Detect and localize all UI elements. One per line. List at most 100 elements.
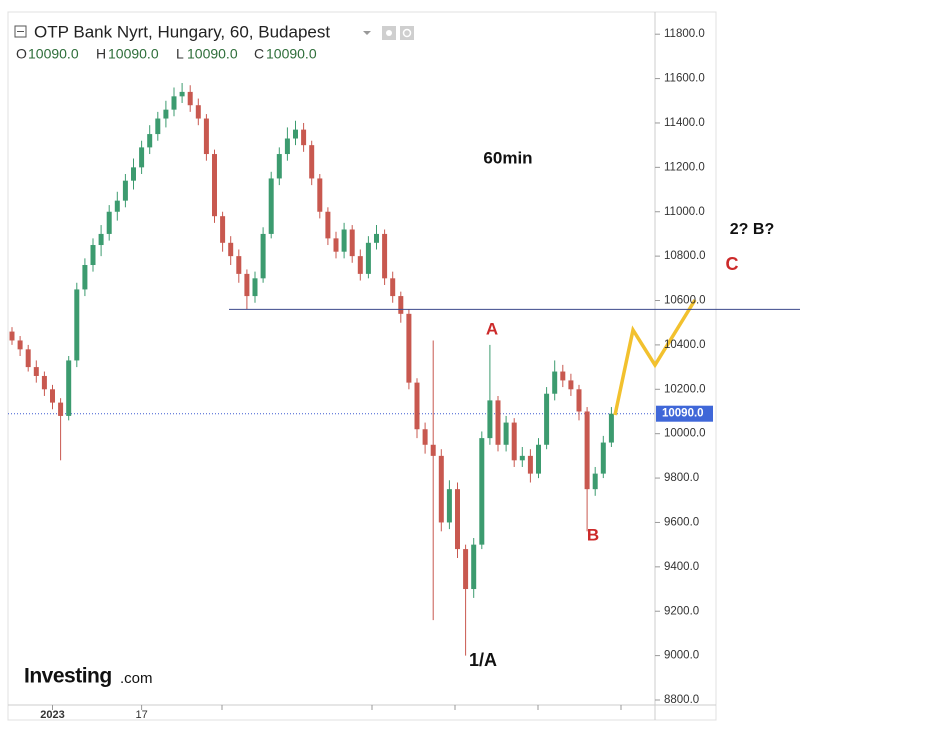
candle-body [390,278,396,297]
y-tick-label: 9800.0 [664,472,699,484]
ohlc-value: 10090.0 [187,46,238,62]
candle-body [333,238,339,252]
candle-body [25,349,31,368]
annotation: B [587,525,599,544]
y-tick-label: 10000.0 [664,428,706,440]
candle-body [212,154,217,217]
candle-body [365,242,371,274]
x-tick-label: 17 [135,709,147,721]
candle-body [98,233,104,246]
candle-body [608,413,614,443]
candle-body [317,178,323,212]
logo-suffix: .com [120,670,153,687]
candle-body [244,273,250,297]
ohlc-key: L [176,46,184,62]
candle-body [293,129,298,139]
candle-body [58,402,64,416]
candle-body [179,91,185,97]
candle-body [114,200,120,212]
ohlc-key: C [254,46,264,62]
ohlc-key: O [16,46,27,62]
candle-body [268,178,274,234]
candle-body [519,455,525,461]
y-tick-label: 11800.0 [664,28,705,40]
drawn-forecast-path [613,299,697,416]
candle-body [349,229,355,257]
candle-body [487,400,493,439]
gear-icon[interactable] [400,26,414,40]
candle-body [455,489,460,550]
y-tick-label: 8800.0 [664,694,699,706]
settings-icon-glyph [386,30,392,36]
candle-body [220,216,226,243]
candle-body [560,371,566,381]
candle-body [17,340,23,350]
candle-body [463,549,469,590]
y-tick-label: 9000.0 [664,650,699,662]
candle-body [495,400,501,445]
candle-body [503,422,509,445]
last-price-box [656,405,713,422]
candle-body [163,109,169,119]
candle-body [511,422,517,461]
overlay: 60min 2? B? C A B 1/A [469,148,774,669]
candle-body [446,489,452,523]
ohlc-key: H [96,46,106,62]
candle-body [301,129,307,146]
candle-body [131,167,136,181]
ohlc-value: 10090.0 [266,46,317,62]
candle-body [398,296,404,314]
candle-body [406,313,412,383]
candle-body [82,265,88,290]
y-tick-label: 11200.0 [664,161,705,173]
candle-body [430,444,436,456]
candle-body [592,473,598,490]
y-tick-label: 11400.0 [664,117,705,129]
candle-body [536,444,541,474]
y-tick-label: 9600.0 [664,516,699,528]
y-tick-label: 10800.0 [664,250,706,262]
ohlc-value: 10090.0 [108,46,159,62]
candle-body [479,438,485,545]
candle-body [90,245,96,266]
candle-body [382,233,388,279]
candle-body [122,180,128,201]
chart-panel [7,11,717,721]
candle-body [552,371,558,394]
candle-body [236,256,242,274]
candle-body [527,455,533,474]
ohlc-value: 10090.0 [28,46,79,62]
candle-body [584,411,590,490]
candle-body [50,389,55,403]
annotation: 60min [483,148,532,167]
candle-body [74,289,80,361]
last-price-label: 10090.0 [662,408,704,420]
candle-body [9,331,15,341]
candle-body [357,256,363,274]
candle-body [106,211,112,234]
candle-body [374,233,379,243]
candle-body [147,134,153,148]
annotation: A [486,319,498,338]
chart-title: OTP Bank Nyrt, Hungary, 60, Budapest [34,22,330,41]
candle-body [195,105,201,119]
plot-area [8,83,655,656]
x-tick-label: 2023 [40,709,64,721]
y-tick-label: 10200.0 [664,383,706,395]
y-tick-label: 11600.0 [664,73,705,85]
candle-body [41,375,47,390]
candle-body [203,118,209,155]
dropdown-caret[interactable] [363,31,371,35]
candle-body [438,455,444,523]
candle-body [155,118,161,135]
candle-body [568,380,574,390]
annotation: 2? B? [730,221,774,238]
candle-body [600,442,606,474]
candle-body [544,393,550,445]
candle-body [284,138,290,155]
candle-body [171,96,177,110]
candle-body [33,367,39,376]
candle-body [66,360,72,416]
